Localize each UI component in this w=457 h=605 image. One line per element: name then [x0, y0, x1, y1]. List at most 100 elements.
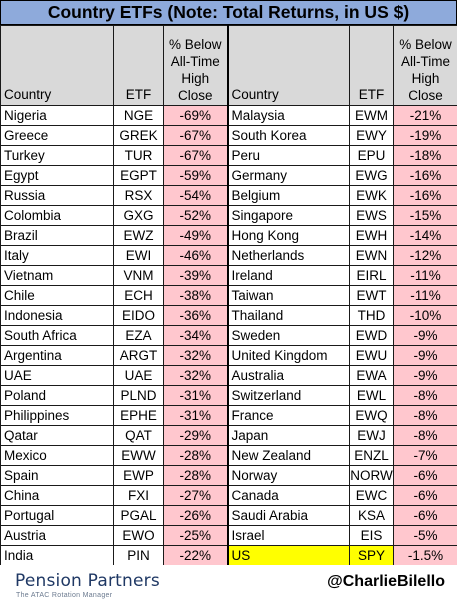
table-row: Austria EWO -25% Israel EIS -5% — [0, 525, 457, 546]
left-pct-cell: -27% — [163, 485, 228, 506]
left-pct-cell: -54% — [163, 185, 228, 206]
right-pct-cell: -21% — [393, 105, 457, 126]
left-country-cell: China — [0, 485, 114, 506]
table-row: South Africa EZA -34% Sweden EWD -9% — [0, 325, 457, 346]
left-country-cell: Spain — [0, 465, 114, 486]
left-pct-cell: -67% — [163, 145, 228, 166]
header-pct-line: Close — [408, 88, 443, 103]
header-pct-line: % Below — [399, 37, 452, 52]
left-pct-cell: -52% — [163, 205, 228, 226]
table-row: Philippines EPHE -31% France EWQ -8% — [0, 405, 457, 426]
left-etf-cell: EWO — [113, 525, 164, 546]
footer: Pension Partners The ATAC Rotation Manag… — [0, 565, 457, 605]
table-row: Chile ECH -38% Taiwan EWT -11% — [0, 285, 457, 306]
table-body: Nigeria NGE -69% Malaysia EWM -21% Greece GREK -… — [0, 105, 457, 566]
table-row: UAE UAE -32% Australia EWA -9% — [0, 365, 457, 386]
left-country-cell: Egypt — [0, 165, 114, 186]
left-pct-cell: -22% — [163, 545, 228, 566]
left-pct-cell: -28% — [163, 445, 228, 466]
right-pct-cell: -16% — [393, 185, 457, 206]
right-etf-cell: EWS — [349, 205, 394, 226]
left-etf-cell: RSX — [113, 185, 164, 206]
table-row: Colombia GXG -52% Singapore EWS -15% — [0, 205, 457, 226]
right-country-cell: Switzerland — [226, 385, 350, 406]
right-pct-cell: -5% — [393, 525, 457, 546]
author-handle: @CharlieBilello — [327, 573, 445, 590]
left-country-cell: Vietnam — [0, 265, 114, 286]
left-etf-cell: EWP — [113, 465, 164, 486]
right-country-cell: Peru — [226, 145, 350, 166]
left-pct-cell: -26% — [163, 505, 228, 526]
right-etf-cell: EWH — [349, 225, 394, 246]
left-pct-cell: -32% — [163, 345, 228, 366]
pension-partners-logo: Pension Partners — [15, 571, 160, 591]
left-pct-cell: -31% — [163, 405, 228, 426]
left-country-cell: Argentina — [0, 345, 114, 366]
header-country-right: Country — [226, 25, 350, 106]
left-etf-cell: EZA — [113, 325, 164, 346]
left-country-cell: Italy — [0, 245, 114, 266]
right-pct-cell: -9% — [393, 345, 457, 366]
left-country-cell: Chile — [0, 285, 114, 306]
table-row: Mexico EWW -28% New Zealand ENZL -7% — [0, 445, 457, 466]
right-pct-cell: -19% — [393, 125, 457, 146]
right-etf-cell: EWG — [349, 165, 394, 186]
right-pct-cell: -16% — [393, 165, 457, 186]
right-etf-cell: EWN — [349, 245, 394, 266]
left-etf-cell: PIN — [113, 545, 164, 566]
table-row: India PIN -22% US SPY -1.5% — [0, 545, 457, 566]
right-etf-cell: EIRL — [349, 265, 394, 286]
right-etf-cell: EPU — [349, 145, 394, 166]
left-pct-cell: -67% — [163, 125, 228, 146]
left-pct-cell: -46% — [163, 245, 228, 266]
right-pct-cell: -7% — [393, 445, 457, 466]
left-pct-cell: -36% — [163, 305, 228, 326]
right-pct-cell: -12% — [393, 245, 457, 266]
header-pct-line: All-Time — [401, 54, 450, 69]
left-pct-cell: -31% — [163, 385, 228, 406]
right-country-cell: Saudi Arabia — [226, 505, 350, 526]
table-row: Argentina ARGT -32% United Kingdom EWU -9% — [0, 345, 457, 366]
header-pct-line: High — [181, 71, 210, 86]
left-pct-cell: -25% — [163, 525, 228, 546]
header-pct-line: All-Time — [170, 54, 220, 69]
left-country-cell: Austria — [0, 525, 114, 546]
left-country-cell: Turkey — [0, 145, 114, 166]
right-etf-cell: EWQ — [349, 405, 394, 426]
right-pct-cell: -11% — [393, 265, 457, 286]
left-pct-cell: -39% — [163, 265, 228, 286]
left-pct-cell: -49% — [163, 225, 228, 246]
right-pct-cell: -9% — [393, 325, 457, 346]
right-pct-cell: -6% — [393, 465, 457, 486]
left-etf-cell: EWI — [113, 245, 164, 266]
left-country-cell: Qatar — [0, 425, 114, 446]
header-pct-left: % Below All-Time High Close — [163, 25, 228, 106]
right-pct-cell: -8% — [393, 425, 457, 446]
right-pct-cell: -6% — [393, 485, 457, 506]
left-etf-cell: NGE — [113, 105, 164, 126]
right-country-cell: Malaysia — [226, 105, 350, 126]
left-country-cell: India — [0, 545, 114, 566]
table-row: Russia RSX -54% Belgium EWK -16% — [0, 185, 457, 206]
right-country-cell: Singapore — [226, 205, 350, 226]
left-etf-cell: FXI — [113, 485, 164, 506]
left-country-cell: Colombia — [0, 205, 114, 226]
right-pct-cell: -8% — [393, 405, 457, 426]
table-row: Vietnam VNM -39% Ireland EIRL -11% — [0, 265, 457, 286]
left-country-cell: Greece — [0, 125, 114, 146]
right-pct-cell: -10% — [393, 305, 457, 326]
right-etf-cell: EWK — [349, 185, 394, 206]
table-row: Turkey TUR -67% Peru EPU -18% — [0, 145, 457, 166]
right-country-cell: Germany — [226, 165, 350, 186]
right-etf-cell: EWL — [349, 385, 394, 406]
right-country-cell: Ireland — [226, 265, 350, 286]
table-row: Italy EWI -46% Netherlands EWN -12% — [0, 245, 457, 266]
left-country-cell: South Africa — [0, 325, 114, 346]
header-pct-line: Close — [177, 88, 213, 103]
right-etf-cell: SPY — [349, 545, 394, 566]
right-etf-cell: EWD — [349, 325, 394, 346]
right-pct-cell: -1.5% — [393, 545, 457, 566]
right-country-cell: US — [226, 545, 350, 566]
left-pct-cell: -69% — [163, 105, 228, 126]
left-etf-cell: QAT — [113, 425, 164, 446]
